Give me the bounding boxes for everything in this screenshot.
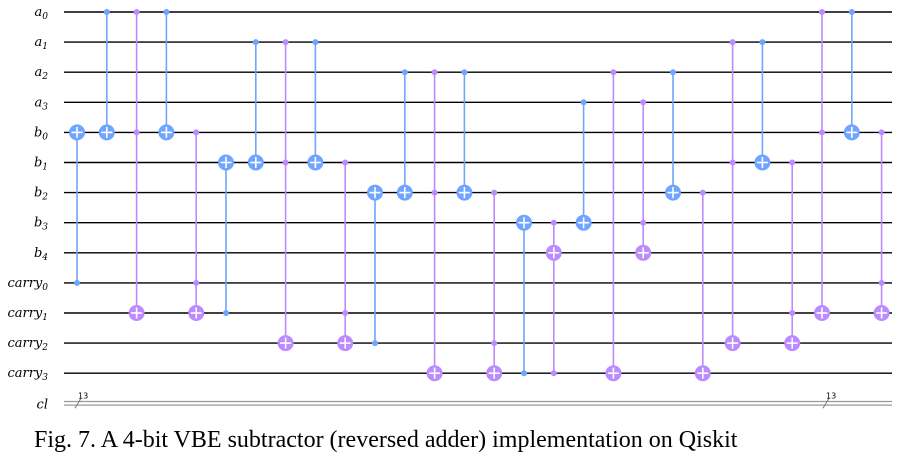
control-dot (729, 159, 736, 166)
control-dot (193, 129, 200, 136)
control-dot (342, 310, 349, 316)
toffoli-gate (545, 219, 562, 377)
cnot-gate (69, 124, 85, 286)
control-dot (491, 340, 498, 347)
control-dot (372, 340, 378, 347)
control-dot (550, 219, 557, 226)
qubit-label-b4: b4 (34, 246, 48, 263)
cnot-gate (158, 9, 175, 141)
qubit-label-b0: b0 (34, 125, 48, 142)
toffoli-gate (188, 129, 205, 321)
control-dot (461, 69, 468, 76)
qubit-label-a1: a1 (35, 35, 49, 52)
qubit-label-a0: a0 (35, 5, 49, 22)
control-dot (282, 159, 289, 166)
qubit-label-b2: b2 (34, 186, 48, 203)
cnot-gate (396, 69, 413, 201)
bus-slash (822, 398, 830, 409)
control-dot (431, 189, 438, 196)
control-dot (878, 129, 885, 136)
toffoli-gate (694, 189, 711, 382)
cnot-gate (367, 184, 383, 347)
control-dot (610, 69, 617, 76)
control-dot (729, 39, 736, 46)
classical-register: cl 13 13 (37, 391, 892, 412)
toffoli-gate (128, 9, 145, 321)
qubit-label-carry0: carry0 (7, 276, 48, 293)
qubit-label-carry2: carry2 (7, 336, 48, 353)
cnot-gate (575, 99, 592, 231)
cnot-gate (843, 9, 860, 141)
control-dot (431, 69, 438, 76)
toffoli-gate (814, 9, 830, 321)
control-dot (163, 9, 170, 15)
cnot-gate (754, 39, 771, 171)
control-dot (550, 370, 557, 377)
control-dot (223, 310, 229, 316)
control-dot (74, 279, 80, 286)
control-dot (580, 99, 587, 106)
toffoli-gate (873, 129, 890, 321)
toffoli-gate (277, 39, 294, 352)
control-dot (699, 189, 706, 196)
control-dot (401, 69, 408, 76)
register-width-label: 13 (78, 391, 88, 400)
control-dot (282, 39, 289, 46)
control-dot (312, 39, 319, 46)
control-dot (193, 279, 200, 286)
cnot-gate (98, 9, 115, 141)
control-dot (640, 219, 647, 226)
toffoli-gate (635, 99, 652, 261)
control-dot (789, 159, 796, 166)
figure-caption: Fig. 7. A 4-bit VBE subtractor (reversed… (34, 427, 738, 453)
control-dot (819, 9, 825, 15)
qubit-label-carry3: carry3 (7, 366, 48, 383)
toffoli-gate (605, 69, 622, 382)
register-width-label: 13 (826, 391, 836, 400)
control-dot (670, 69, 676, 76)
toffoli-gate (784, 159, 801, 352)
gates (69, 9, 890, 382)
classical-register-label: cl (37, 397, 48, 412)
toffoli-gate (724, 39, 741, 352)
cnot-gate (665, 69, 681, 201)
qubit-wires (64, 11, 892, 374)
control-dot (103, 9, 110, 15)
control-dot (521, 370, 527, 377)
control-dot (342, 159, 349, 166)
toffoli-gate (337, 159, 354, 352)
control-dot (133, 9, 140, 15)
qubit-label-carry1: carry1 (7, 306, 48, 323)
control-dot (252, 39, 259, 46)
qubit-labels: a0 a1 a2 a3 b0 b1 b2 b3 b4 carry0 carry1 carry2 carr… (7, 5, 48, 383)
qubit-label-a3: a3 (35, 95, 49, 112)
toffoli-gate (426, 69, 443, 382)
cnot-gate (307, 39, 324, 171)
control-dot (789, 310, 796, 316)
qubit-label-b1: b1 (34, 156, 48, 173)
control-dot (819, 129, 825, 136)
cnot-gate (247, 39, 264, 171)
cnot-gate (516, 214, 532, 377)
control-dot (759, 39, 766, 46)
cnot-gate (456, 69, 473, 201)
qubit-label-b3: b3 (34, 216, 48, 233)
qubit-label-a2: a2 (35, 65, 49, 82)
control-dot (878, 279, 885, 286)
control-dot (640, 99, 647, 106)
cnot-gate (218, 154, 234, 316)
control-dot (848, 9, 855, 15)
control-dot (491, 189, 498, 196)
control-dot (133, 129, 140, 136)
toffoli-gate (486, 189, 503, 382)
bus-slash (74, 398, 82, 409)
